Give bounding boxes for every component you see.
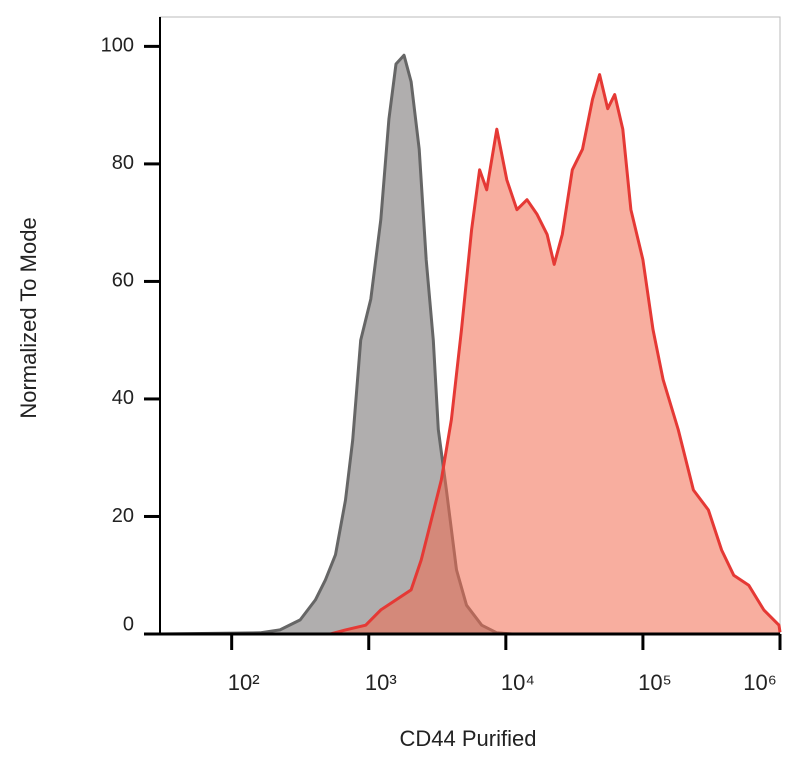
y-tick-label: 40 <box>112 387 134 409</box>
x-tick-label: 10² <box>228 670 260 695</box>
x-tick-label: 10⁵ <box>638 670 672 695</box>
x-tick-label: 10³ <box>365 670 397 695</box>
y-tick-label: 20 <box>112 505 134 527</box>
y-tick-label: 60 <box>112 270 134 292</box>
area-fill <box>160 74 780 635</box>
area-line <box>160 73 782 636</box>
y-axis-label: Normalized To Mode <box>16 217 41 418</box>
y-tick-label: 0 <box>123 613 134 635</box>
x-tick-label: 10⁶ <box>743 670 777 695</box>
x-axis-label: CD44 Purified <box>400 726 537 751</box>
y-tick-label: 80 <box>112 152 134 174</box>
x-tick-label: 10⁴ <box>501 670 535 695</box>
y-tick-label: 100 <box>101 35 134 57</box>
